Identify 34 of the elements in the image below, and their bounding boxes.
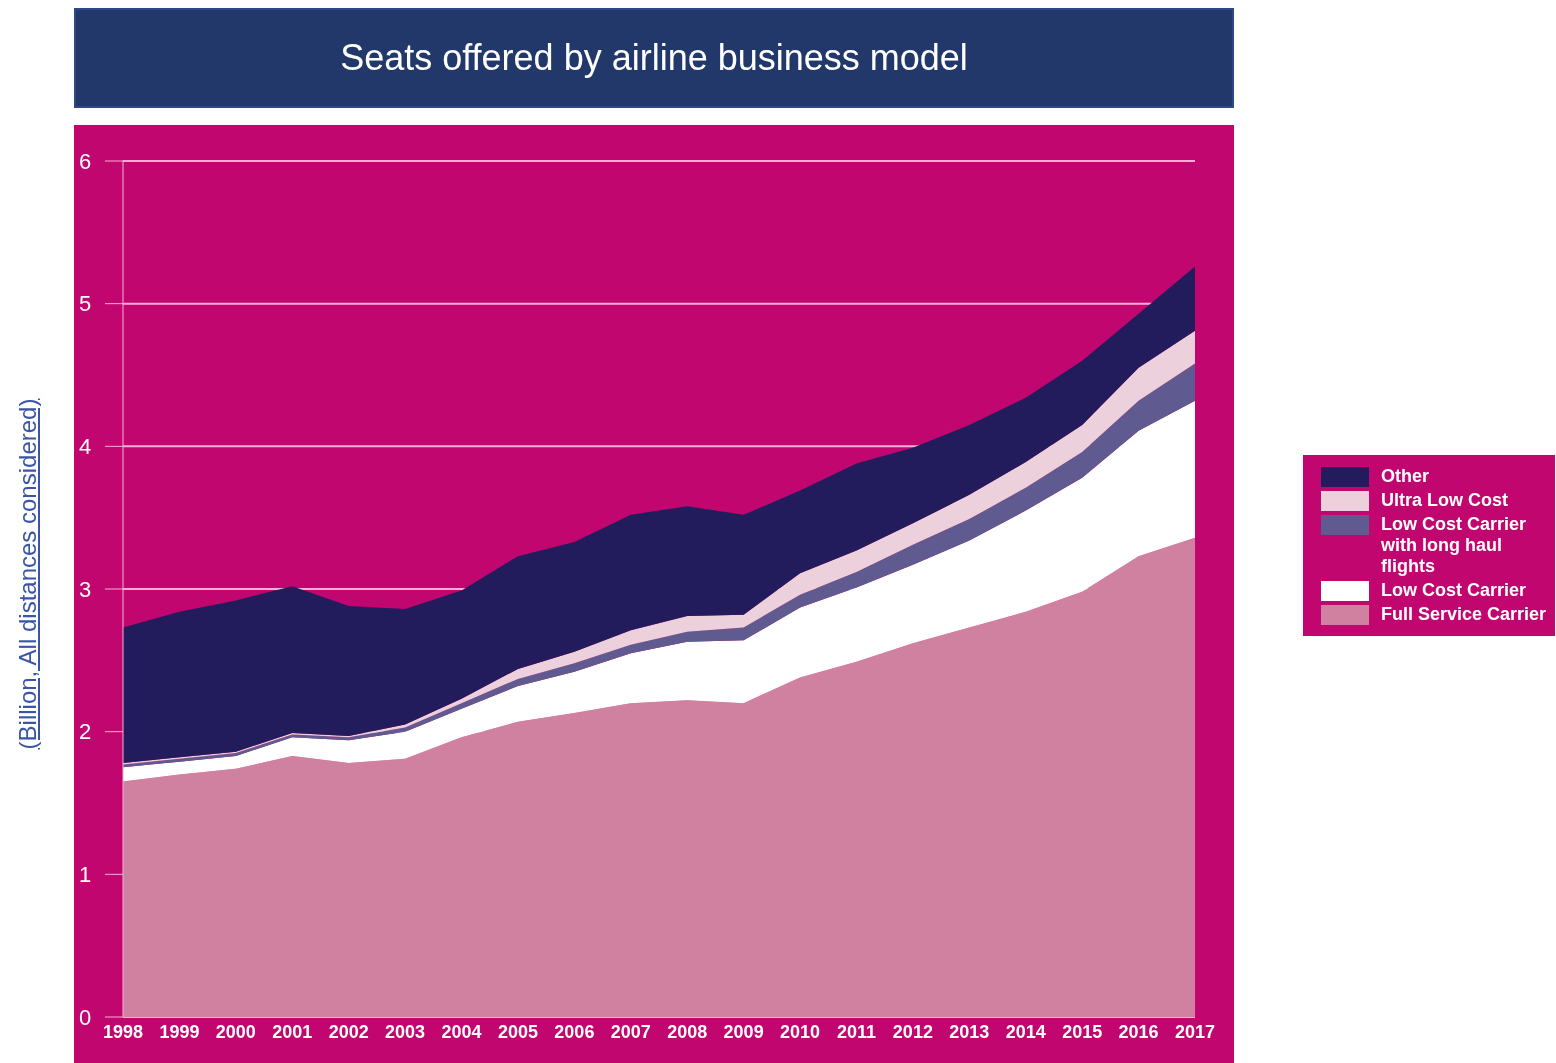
x-tick-label: 2011 [836, 1021, 876, 1042]
x-tick-label: 2012 [892, 1021, 933, 1042]
x-tick-label: 2001 [272, 1021, 313, 1042]
legend-label: Other [1381, 466, 1430, 487]
x-tick-label: 2006 [554, 1021, 595, 1042]
y-tick-label: 0 [79, 1004, 92, 1030]
x-tick-label: 2008 [667, 1021, 708, 1042]
x-tick-label: 2000 [215, 1021, 256, 1042]
x-tick-label: 2007 [610, 1021, 651, 1042]
x-tick-label: 2009 [723, 1021, 764, 1042]
x-tick-label: 2003 [385, 1021, 426, 1042]
y-tick-label: 3 [79, 576, 92, 602]
y-tick-label: 6 [79, 148, 92, 174]
chart-title: Seats offered by airline business model [74, 8, 1234, 108]
x-tick-label: 2014 [1005, 1021, 1046, 1042]
y-tick-label: 1 [79, 862, 92, 888]
x-tick-label: 2015 [1062, 1021, 1103, 1042]
x-tick-label: 2017 [1174, 1021, 1216, 1042]
y-tick-label: 2 [79, 719, 92, 745]
legend-label: Full Service Carrier [1381, 604, 1548, 625]
legend-label: Ultra Low Cost [1381, 490, 1509, 511]
x-tick-label: 2013 [949, 1021, 990, 1042]
x-tick-label: 2016 [1118, 1021, 1159, 1042]
x-tick-label: 2004 [441, 1021, 482, 1042]
x-tick-label: 1999 [159, 1021, 200, 1042]
y-axis-title: (Billion, All distances considered) [14, 398, 42, 750]
y-tick-label: 5 [79, 291, 92, 317]
x-tick-label: 2005 [497, 1021, 538, 1042]
x-tick-label: 2010 [780, 1021, 821, 1042]
x-tick-label: 1998 [102, 1021, 144, 1042]
legend-label: Low Cost Carrier [1381, 580, 1528, 601]
y-tick-label: 4 [79, 434, 92, 460]
legend-label: Low Cost Carrier with long haul flights [1381, 514, 1528, 577]
x-tick-label: 2002 [328, 1021, 369, 1042]
